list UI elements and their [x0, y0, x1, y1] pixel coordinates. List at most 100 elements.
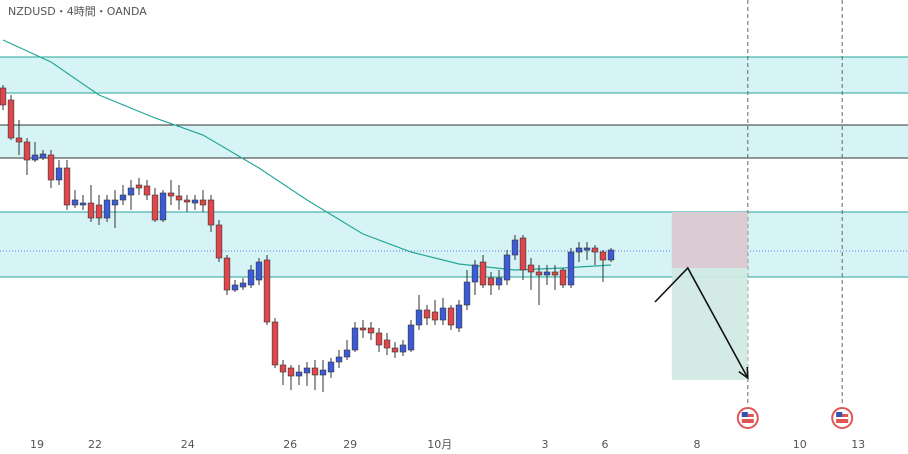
target-zone — [671, 268, 748, 380]
candle-body — [127, 187, 135, 196]
candle-body — [151, 194, 159, 221]
candle-body — [375, 332, 383, 346]
candle-body — [175, 195, 183, 201]
candle-body — [15, 137, 23, 143]
candle-body — [391, 347, 399, 353]
candle-body — [31, 154, 39, 161]
x-tick-label: 6 — [602, 438, 609, 451]
candle-body — [191, 199, 199, 204]
candle-body — [479, 261, 487, 286]
candle-body — [383, 339, 391, 349]
candle-body — [87, 202, 95, 219]
candle-body — [335, 356, 343, 363]
candle-body — [255, 261, 263, 281]
candle-body — [0, 87, 7, 106]
candle-body — [143, 185, 151, 196]
candle-body — [183, 199, 191, 203]
candle-body — [327, 361, 335, 373]
x-tick-label: 22 — [88, 438, 102, 451]
candle-body — [239, 282, 247, 288]
x-tick-label: 26 — [283, 438, 297, 451]
candle-body — [159, 192, 167, 221]
candle-body — [39, 153, 47, 159]
zone — [0, 57, 908, 93]
zone — [0, 125, 908, 158]
candle-body — [575, 247, 583, 253]
event-flag — [831, 407, 854, 429]
candle-body — [607, 249, 615, 261]
candle-body — [407, 324, 415, 351]
candle-body — [503, 254, 511, 281]
event-flag — [736, 407, 759, 429]
candle-body — [431, 311, 439, 321]
candle-body — [71, 199, 79, 206]
x-tick-label: 3 — [542, 438, 549, 451]
candle-body — [63, 167, 71, 206]
candle-body — [167, 192, 175, 197]
candle-body — [95, 204, 103, 219]
candle-body — [535, 271, 543, 276]
candle-body — [223, 257, 231, 291]
candle-body — [487, 277, 495, 286]
candle-body — [423, 309, 431, 319]
candle-body — [119, 194, 127, 201]
candle-body — [287, 367, 295, 377]
candle-body — [367, 327, 375, 334]
candle-body — [215, 224, 223, 259]
candle-body — [111, 199, 119, 206]
candle-body — [79, 202, 87, 206]
candle-body — [567, 251, 575, 286]
candle-body — [447, 307, 455, 326]
arrow-head — [738, 366, 749, 380]
candle-body — [519, 237, 527, 271]
candle-body — [279, 364, 287, 373]
candle-body — [311, 367, 319, 376]
chart-title: NZDUSD・4時間・OANDA — [8, 5, 147, 18]
candle-body — [295, 371, 303, 377]
candle-body — [463, 281, 471, 306]
flag-stripe — [836, 417, 849, 419]
candle-body — [543, 271, 551, 276]
candle-body — [527, 264, 535, 273]
candle-body — [359, 327, 367, 331]
candle-body — [271, 321, 279, 366]
candle-body — [7, 99, 15, 139]
candle-body — [199, 199, 207, 206]
candle-body — [263, 259, 271, 323]
flag-canton — [741, 412, 748, 417]
candle-body — [55, 167, 63, 181]
candle-body — [135, 184, 143, 189]
stop-zone — [671, 212, 748, 268]
x-tick-label: 13 — [851, 438, 865, 451]
flag-canton — [836, 412, 843, 417]
x-tick-label: 10 — [793, 438, 807, 451]
x-tick-label: 19 — [30, 438, 44, 451]
trend-arrow — [654, 266, 749, 379]
x-tick-label: 8 — [694, 438, 701, 451]
candle-body — [47, 154, 55, 181]
moving-average — [2, 39, 612, 271]
candle-body — [231, 284, 239, 291]
candle-body — [471, 264, 479, 283]
candle-body — [207, 199, 215, 226]
x-tick-label: 29 — [343, 438, 357, 451]
candle-body — [343, 349, 351, 358]
candle-body — [103, 199, 111, 219]
candle-body — [455, 304, 463, 329]
candle-body — [559, 269, 567, 286]
candle-body — [399, 344, 407, 353]
candle-body — [351, 327, 359, 351]
candle-body — [511, 239, 519, 256]
candle-body — [247, 269, 255, 286]
candle-body — [303, 367, 311, 374]
candle-body — [551, 271, 559, 276]
candle-body — [583, 247, 591, 251]
candle-body — [591, 247, 599, 253]
candle-body — [415, 309, 423, 326]
candle-body — [495, 277, 503, 286]
zone — [0, 212, 908, 277]
candle-body — [23, 141, 31, 161]
candle-body — [319, 369, 327, 376]
